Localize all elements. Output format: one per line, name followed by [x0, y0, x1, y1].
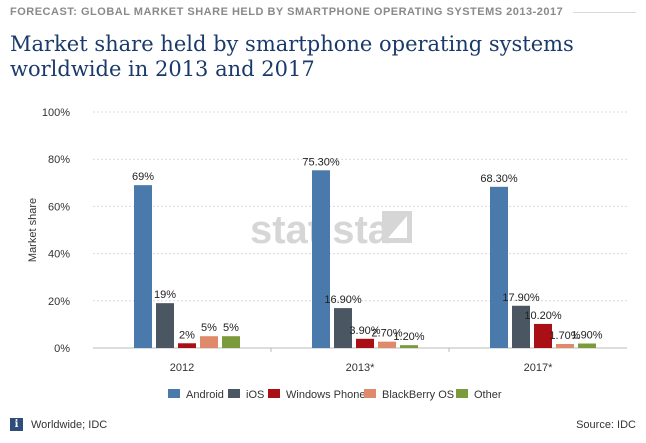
legend-item: iOS: [246, 389, 264, 401]
data-label: 1.70%: [549, 330, 580, 342]
info-icon[interactable]: i: [10, 418, 23, 431]
data-label: 1.90%: [571, 330, 602, 342]
bar-ios: [512, 305, 530, 348]
bar-other: [222, 336, 240, 348]
header-label: FORECAST: GLOBAL MARKET SHARE HELD BY SM…: [10, 6, 564, 18]
data-label: 5%: [201, 322, 217, 334]
legend-item: Android: [186, 389, 224, 401]
data-label: 69%: [132, 171, 154, 183]
data-label: 10.20%: [524, 310, 562, 322]
y-tick-label: 80%: [48, 154, 70, 166]
watermark-logo-cut: [388, 216, 407, 238]
chart-header: FORECAST: GLOBAL MARKET SHARE HELD BY SM…: [10, 6, 636, 18]
data-label: 2.70%: [371, 328, 402, 340]
data-label: 1.20%: [393, 331, 424, 343]
legend-swatch: [228, 389, 240, 398]
footer-source: Source: IDC: [576, 418, 636, 431]
x-tick-label: 2012: [170, 362, 194, 374]
bar-blackberry-os: [200, 336, 218, 348]
header-divider: [573, 11, 636, 13]
data-label: 17.90%: [502, 292, 540, 304]
x-tick-label: 2017*: [524, 362, 553, 374]
bar-android: [134, 185, 152, 348]
footer-region: Worldwide; IDC: [31, 418, 108, 431]
legend-swatch: [168, 389, 180, 398]
legend-swatch: [268, 389, 280, 398]
bar-other: [400, 345, 418, 348]
bar-blackberry-os: [556, 343, 574, 348]
bar-blackberry-os: [378, 341, 396, 348]
data-label: 16.90%: [324, 294, 362, 306]
bar-android: [490, 186, 508, 348]
bar-ios: [156, 303, 174, 348]
data-label: 3.90%: [349, 325, 380, 337]
bar-android: [312, 170, 330, 348]
legend-item: Windows Phone: [286, 389, 366, 401]
chart-title: Market share held by smartphone operatin…: [10, 32, 574, 81]
data-label: 75.30%: [302, 156, 340, 168]
y-tick-label: 0%: [54, 343, 70, 355]
data-label: 2%: [179, 329, 195, 341]
y-tick-label: 20%: [48, 296, 70, 308]
data-label: 68.30%: [480, 173, 518, 185]
chart-footer: i Worldwide; IDC Source: IDC: [10, 418, 636, 431]
data-label: 5%: [223, 322, 239, 334]
x-tick-label: 2013*: [346, 362, 375, 374]
bar-windows-phone: [534, 323, 552, 348]
bar-ios: [334, 308, 352, 348]
y-tick-label: 40%: [48, 249, 70, 261]
bar-windows-phone: [356, 338, 374, 348]
y-tick-label: 60%: [48, 201, 70, 213]
legend-item: BlackBerry OS: [382, 389, 454, 401]
bar-other: [578, 343, 596, 348]
legend-swatch: [456, 389, 468, 398]
y-tick-label: 100%: [42, 107, 70, 119]
watermark-logo-icon: [382, 211, 412, 243]
data-label: 19%: [154, 289, 176, 301]
legend-item: Other: [474, 389, 502, 401]
bar-windows-phone: [178, 343, 196, 348]
y-axis-label: Market share: [27, 198, 39, 262]
legend-swatch: [364, 389, 376, 398]
